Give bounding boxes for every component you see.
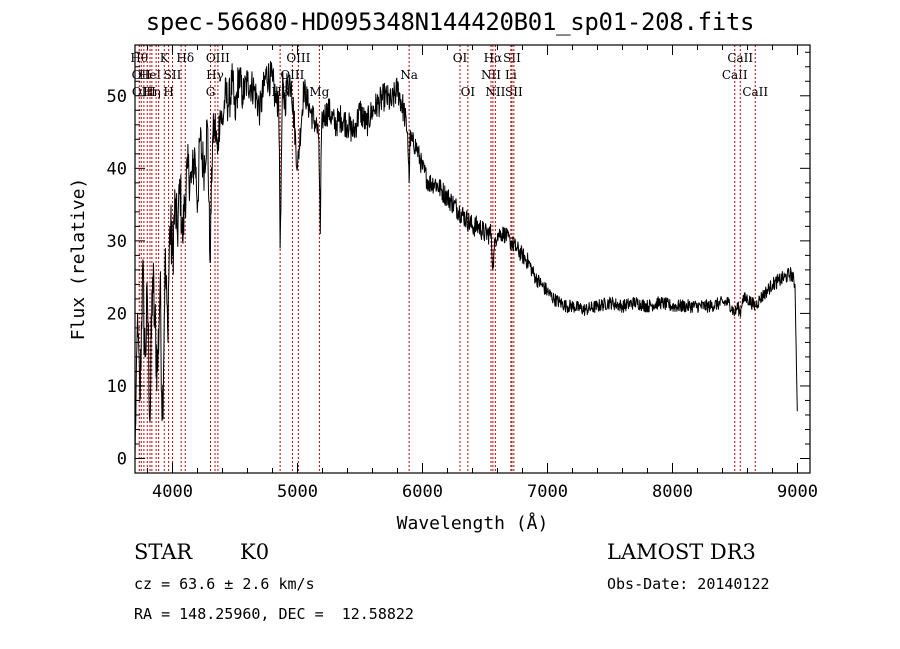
spectral-line-label: SII: [503, 51, 521, 65]
spectral-line-label: OI: [453, 51, 468, 65]
spectral-line-label: Hθ: [130, 51, 148, 65]
spectral-line-label: NII: [481, 68, 501, 82]
spectral-line-label: G: [206, 85, 216, 99]
spectral-line-label: CaII: [742, 85, 768, 99]
chart-title: spec-56680-HD095348N144420B01_sp01-208.f…: [145, 8, 755, 36]
y-tick-label: 10: [107, 377, 127, 397]
spectral-line-label: H: [163, 85, 173, 99]
survey-name: LAMOST DR3: [607, 540, 756, 564]
y-tick-label: 20: [107, 304, 127, 324]
axis-tick-labels: 4000 5000 6000 7000 8000 9000 0 10 20 30 40 50: [107, 87, 818, 502]
spectrum-series: [134, 60, 798, 459]
plot-frame: [134, 44, 811, 474]
y-axis-label: Flux (relative): [68, 178, 89, 341]
spectral-line-label: OIII: [280, 68, 304, 82]
object-class: STAR: [134, 540, 193, 564]
spectral-line-label: OIII: [286, 51, 310, 65]
spectral-line-label: OIII: [206, 51, 230, 65]
x-tick-label: 8000: [652, 482, 693, 502]
spectral-line-label: Na: [400, 68, 418, 82]
spectral-line-label: SII: [505, 85, 523, 99]
y-tick-label: 0: [117, 449, 127, 469]
spectral-line-label: Li: [505, 68, 517, 82]
spectral-line-label: HeI: [139, 68, 162, 82]
spectral-line-label: CaII: [727, 51, 753, 65]
redshift-text: cz = 63.6 ± 2.6 km/s: [134, 575, 315, 593]
spectral-line-label: CaII: [722, 68, 748, 82]
emission-line-markers: HθOIIOIIIHeIHηKHSIIHδGHγOIIIHβOIIIOIIIMg…: [130, 45, 768, 473]
spectral-line-label: SII: [164, 68, 182, 82]
spectral-line-label: OII: [132, 68, 152, 82]
y-tick-label: 40: [107, 159, 127, 179]
spectrum-line: [134, 60, 798, 459]
x-tick-label: 6000: [402, 482, 443, 502]
coordinates-text: RA = 148.25960, DEC = 12.58822: [134, 605, 414, 623]
x-axis-label: Wavelength (Å): [397, 512, 549, 534]
spectral-line-label: Mg: [309, 85, 329, 99]
axis-ticks: [135, 45, 810, 473]
spectral-line-label: OI: [461, 85, 476, 99]
obs-date-text: Obs-Date: 20140122: [607, 575, 770, 593]
object-subclass: K0: [240, 540, 270, 564]
x-tick-label: 7000: [527, 482, 568, 502]
spectral-line-label: Hδ: [176, 51, 194, 65]
spectral-line-label: Hγ: [206, 68, 224, 82]
x-tick-label: 4000: [152, 482, 193, 502]
x-tick-label: 9000: [777, 482, 818, 502]
spectral-line-label: Hα: [484, 51, 503, 65]
spectral-line-label: K: [160, 51, 170, 65]
y-tick-label: 30: [107, 232, 127, 252]
x-tick-label: 5000: [277, 482, 318, 502]
spectral-line-label: Hη: [143, 85, 161, 99]
spectral-line-label: NII: [485, 85, 505, 99]
y-tick-label: 50: [107, 87, 127, 107]
